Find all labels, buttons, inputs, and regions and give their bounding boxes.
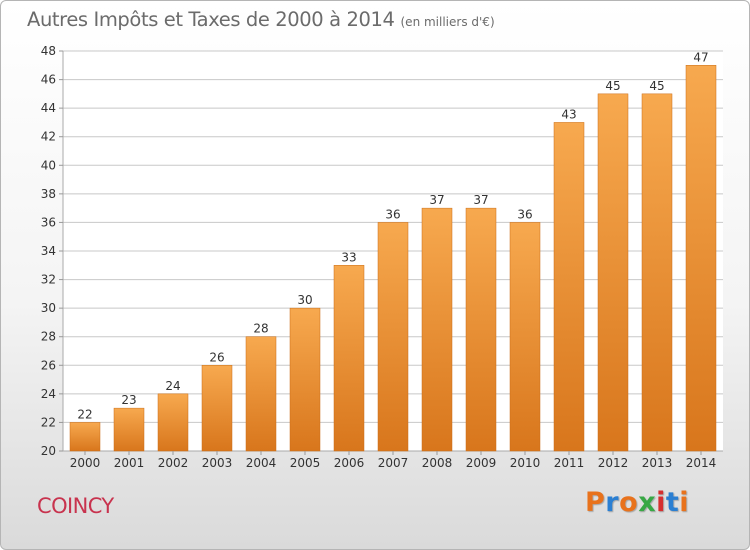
x-tick-label: 2012 (598, 456, 629, 470)
y-axis-ticks: 20 22 24 26 28 30 32 34 36 38 40 42 44 46 48 (41, 44, 63, 458)
x-tick-label: 2000 (70, 456, 101, 470)
bar-2000 (69, 422, 101, 452)
bar-2010 (509, 222, 541, 452)
y-tick-label: 24 (41, 387, 56, 401)
logo-letter: x (638, 487, 657, 518)
logo-letter: o (619, 487, 639, 518)
title-block: Autres Impôts et Taxes de 2000 à 2014 (en… (27, 8, 495, 31)
y-tick-label: 26 (41, 358, 56, 372)
y-tick-label: 38 (41, 187, 56, 201)
y-tick-label: 28 (41, 330, 56, 344)
x-tick-label: 2014 (686, 456, 717, 470)
x-tick-label: 2007 (378, 456, 409, 470)
logo-letter: r (605, 487, 620, 518)
data-label-2001: 23 (121, 393, 136, 407)
data-label-2007: 36 (385, 207, 400, 221)
y-tick-label: 34 (41, 244, 56, 258)
x-tick-label: 2006 (334, 456, 365, 470)
data-label-2006: 33 (341, 250, 356, 264)
y-tick-label: 48 (41, 44, 56, 58)
y-tick-label: 22 (41, 415, 56, 429)
bar-2003 (201, 365, 233, 452)
bar-2007 (377, 222, 409, 452)
y-tick-label: 42 (41, 130, 56, 144)
y-tick-label: 20 (41, 444, 56, 458)
x-tick-label: 2009 (466, 456, 497, 470)
chart-unit-label: (en milliers d'€) (400, 15, 495, 29)
y-tick-label: 32 (41, 273, 56, 287)
y-tick-label: 36 (41, 215, 56, 229)
data-label-2003: 26 (209, 350, 224, 364)
bar-2006 (333, 265, 365, 452)
x-tick-label: 2005 (290, 456, 321, 470)
bar-2009 (465, 207, 497, 452)
data-label-2010: 36 (517, 207, 532, 221)
x-tick-label: 2011 (554, 456, 585, 470)
bars (69, 65, 717, 452)
x-tick-label: 2003 (202, 456, 233, 470)
data-label-2013: 45 (649, 79, 664, 93)
bar-2014 (685, 65, 717, 452)
y-tick-label: 46 (41, 73, 56, 87)
data-label-2009: 37 (473, 193, 488, 207)
logo-letter: t (665, 487, 680, 518)
y-tick-label: 44 (41, 101, 56, 115)
x-tick-label: 2004 (246, 456, 277, 470)
x-tick-label: 2013 (642, 456, 673, 470)
x-tick-label: 2008 (422, 456, 453, 470)
x-axis-ticks: 2000 2001 2002 2003 2004 2005 2006 2007 2008 2009… (70, 451, 717, 470)
data-label-2005: 30 (297, 293, 312, 307)
logo-letter: P (585, 487, 606, 518)
logo-letter: i (656, 487, 666, 518)
bar-2011 (553, 122, 585, 452)
data-label-2008: 37 (429, 193, 444, 207)
data-labels: 22 23 24 26 28 30 33 36 37 37 36 43 45 45 47 (77, 50, 708, 421)
data-label-2000: 22 (77, 407, 92, 421)
bar-2002 (157, 393, 189, 452)
bar-2013 (641, 93, 673, 452)
logo-letter: i (679, 487, 690, 518)
data-label-2014: 47 (693, 50, 708, 64)
bar-2008 (421, 207, 453, 452)
bar-2001 (113, 407, 145, 452)
place-name: COINCY (37, 494, 114, 518)
bar-2012 (597, 93, 629, 452)
data-label-2011: 43 (561, 107, 576, 121)
proxiti-logo[interactable]: Proxiti (585, 487, 689, 518)
data-label-2012: 45 (605, 79, 620, 93)
data-label-2004: 28 (253, 322, 268, 336)
chart-title: Autres Impôts et Taxes de 2000 à 2014 (27, 8, 395, 31)
y-tick-label: 40 (41, 158, 56, 172)
data-label-2002: 24 (165, 379, 180, 393)
bar-2004 (245, 336, 277, 452)
x-tick-label: 2001 (114, 456, 145, 470)
x-tick-label: 2002 (158, 456, 189, 470)
y-tick-label: 30 (41, 301, 56, 315)
bar-2005 (289, 307, 321, 452)
x-tick-label: 2010 (510, 456, 541, 470)
